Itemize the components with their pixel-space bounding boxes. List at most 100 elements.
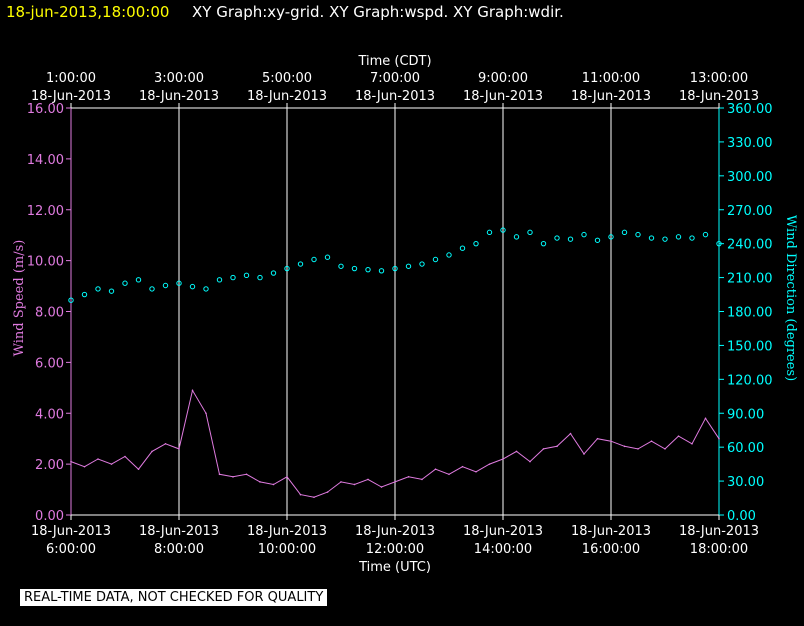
wind-direction-point <box>297 261 304 267</box>
wind-speed-point <box>677 435 680 437</box>
quality-notice: REAL-TIME DATA, NOT CHECKED FOR QUALITY <box>20 589 328 606</box>
wind-speed-point <box>664 448 666 450</box>
wind-direction-point <box>230 274 236 281</box>
wind-speed-point <box>205 412 207 415</box>
wind-direction-point <box>621 229 628 236</box>
top-tick-time: 9:00:00 <box>478 71 528 86</box>
wind-speed-point <box>299 493 302 496</box>
wind-direction-point <box>540 240 547 247</box>
wind-direction-point <box>527 229 533 236</box>
header-graph-list: XY Graph:xy-grid. XY Graph:wspd. XY Grap… <box>192 3 564 21</box>
bottom-tick-date: 18-Jun-2013 <box>247 524 327 539</box>
wind-speed-point <box>421 478 423 481</box>
top-tick-date: 18-Jun-2013 <box>31 89 111 104</box>
wind-speed-point <box>353 483 356 486</box>
bottom-tick-time: 8:00:00 <box>154 542 204 557</box>
wind-direction-point <box>581 231 587 238</box>
right-tick-label: 330.00 <box>727 136 773 151</box>
bottom-tick-date: 18-Jun-2013 <box>355 524 435 539</box>
wind-direction-point <box>675 234 682 240</box>
wind-direction-point <box>405 263 412 269</box>
wind-direction-point <box>392 265 398 272</box>
wind-speed-point <box>245 473 248 476</box>
left-tick-label: 4.00 <box>35 407 64 422</box>
right-axis-title: Wind Direction (degrees) <box>783 215 798 381</box>
wind-speed-point <box>218 473 221 476</box>
header-timestamp: 18-jun-2013,18:00:00 <box>6 3 169 21</box>
wind-direction-point <box>459 245 466 251</box>
wind-direction-point <box>500 227 506 233</box>
bottom-tick-date: 18-Jun-2013 <box>571 524 651 539</box>
wind-speed-point <box>394 481 396 483</box>
wind-direction-point <box>365 266 371 273</box>
wind-speed-point <box>569 432 572 435</box>
bottom-tick-date: 18-Jun-2013 <box>463 524 543 539</box>
tick-labels: 0.00 2.00 4.00 6.00 8.00 10.00 12.00 14.00 16.00… <box>27 71 773 557</box>
wind-speed-point <box>178 448 180 450</box>
wind-speed-point <box>650 440 653 443</box>
left-tick-label: 10.00 <box>27 255 64 270</box>
wind-direction-point <box>162 282 169 289</box>
bottom-tick-date: 18-Jun-2013 <box>679 524 759 539</box>
bottom-tick-date: 18-Jun-2013 <box>139 524 219 539</box>
wind-direction-point <box>513 234 520 240</box>
wind-speed-point <box>556 445 558 448</box>
left-tick-label: 14.00 <box>27 153 64 168</box>
top-tick-date: 18-Jun-2013 <box>679 89 759 104</box>
wind-speed-point <box>340 481 342 483</box>
wind-speed-point <box>191 389 194 392</box>
top-tick-time: 1:00:00 <box>46 71 96 86</box>
wind-speed-point <box>124 455 126 458</box>
bottom-tick-time: 10:00:00 <box>258 542 316 557</box>
wind-direction-point <box>432 256 439 263</box>
wind-direction-point <box>203 286 209 292</box>
right-tick-label: 270.00 <box>727 204 773 219</box>
wind-direction-point <box>567 236 574 242</box>
right-tick-label: 210.00 <box>727 272 773 287</box>
right-tick-label: 180.00 <box>727 306 773 321</box>
wind-speed-point <box>367 478 369 481</box>
wind-direction-point <box>648 235 655 241</box>
wind-direction-point <box>419 261 425 267</box>
top-tick-date: 18-Jun-2013 <box>247 89 327 104</box>
wind-direction-point <box>176 280 182 286</box>
top-tick-date: 18-Jun-2013 <box>139 89 219 104</box>
wind-speed-point <box>272 483 275 486</box>
right-tick-label: 120.00 <box>727 373 773 388</box>
wind-direction-point <box>608 234 614 240</box>
wind-direction-point <box>149 286 155 292</box>
wind-direction-point <box>68 297 74 303</box>
wind-speed-point <box>110 463 113 465</box>
wind-direction-point <box>716 240 722 247</box>
wind-direction-point <box>324 254 331 260</box>
wind-direction-point <box>81 291 88 298</box>
bottom-axis-title: Time (UTC) <box>358 560 431 575</box>
left-tick-label: 16.00 <box>27 102 64 117</box>
top-tick-time: 5:00:00 <box>262 71 312 86</box>
wind-speed-point <box>704 417 707 420</box>
wind-direction-point <box>689 235 695 241</box>
top-tick-time: 13:00:00 <box>690 71 748 86</box>
left-tick-label: 0.00 <box>35 509 64 524</box>
wind-speed-point <box>448 473 450 476</box>
wind-speed-point <box>232 476 234 478</box>
top-axis-title: Time (CDT) <box>357 54 431 69</box>
wind-direction-point <box>554 235 560 241</box>
wind-direction-point <box>108 288 115 294</box>
wind-direction-point <box>311 256 317 263</box>
wind-speed-point <box>313 496 315 498</box>
wind-speed-point <box>326 491 329 493</box>
bottom-tick-time: 6:00:00 <box>46 542 96 557</box>
wind-speed-point <box>97 458 99 460</box>
wind-speed-point <box>623 445 626 448</box>
right-tick-label: 360.00 <box>727 102 773 117</box>
wind-direction-point <box>257 274 263 281</box>
wind-direction-point <box>189 283 196 290</box>
left-axis-title: Wind Speed (m/s) <box>12 240 27 357</box>
wind-speed-point <box>83 465 86 468</box>
wind-direction-point <box>243 272 250 279</box>
wind-speed-point <box>164 442 167 445</box>
wind-speed-point <box>542 448 545 450</box>
wind-direction-point <box>702 231 709 238</box>
wind-direction-point <box>216 277 223 283</box>
